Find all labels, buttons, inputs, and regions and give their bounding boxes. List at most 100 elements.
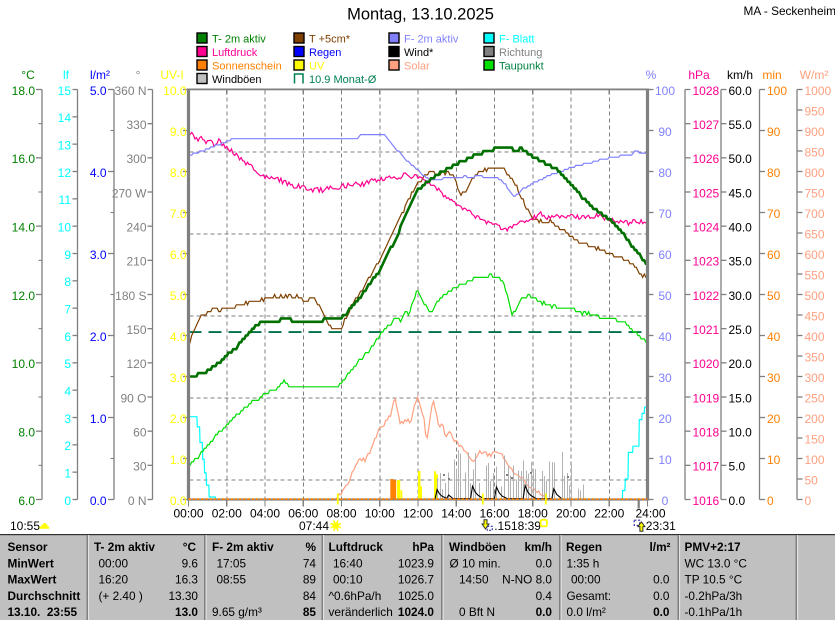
svg-text:10.0: 10.0: [12, 357, 36, 371]
svg-text:30: 30: [658, 371, 672, 385]
svg-text:500: 500: [805, 289, 825, 303]
svg-text:18.0: 18.0: [12, 84, 36, 98]
svg-text:08:00: 08:00: [326, 507, 356, 521]
svg-text:50: 50: [658, 289, 672, 303]
svg-text:%: %: [646, 68, 657, 82]
svg-text:700: 700: [805, 207, 825, 221]
svg-text:Sonnenschein: Sonnenschein: [212, 61, 282, 73]
svg-text:0 Bft N: 0 Bft N: [459, 605, 495, 619]
svg-text:1022: 1022: [693, 289, 720, 303]
svg-text:15.0: 15.0: [729, 391, 753, 405]
svg-text:30: 30: [133, 460, 147, 474]
svg-text:Ø 10 min.: Ø 10 min.: [450, 556, 501, 570]
svg-text:4.0: 4.0: [90, 166, 107, 180]
svg-text:1024.0: 1024.0: [398, 605, 435, 619]
svg-text:45.0: 45.0: [729, 186, 753, 200]
svg-text:1023: 1023: [693, 255, 720, 269]
svg-text:9.6: 9.6: [182, 556, 199, 570]
svg-text:30: 30: [767, 371, 781, 385]
svg-text:850: 850: [805, 145, 825, 159]
svg-text:12.0: 12.0: [12, 289, 36, 303]
svg-text:35.0: 35.0: [729, 255, 753, 269]
svg-text:lf: lf: [63, 68, 70, 82]
svg-text:Windböen: Windböen: [212, 74, 262, 86]
svg-text:16.0: 16.0: [12, 152, 36, 166]
svg-text:Windböen: Windböen: [449, 540, 506, 554]
svg-text:0.0 l/m²: 0.0 l/m²: [567, 605, 606, 619]
svg-text:5.0: 5.0: [90, 84, 107, 98]
svg-text:F- Blatt: F- Blatt: [499, 34, 534, 46]
svg-text:-0.1hPa/1h: -0.1hPa/1h: [685, 605, 743, 619]
svg-text:1025: 1025: [693, 186, 720, 200]
svg-text:13: 13: [58, 138, 72, 152]
svg-text:0.0: 0.0: [653, 573, 670, 587]
svg-text:l/m²: l/m²: [650, 540, 671, 554]
svg-text:N-NO 8.0: N-NO 8.0: [502, 573, 552, 587]
svg-text:0: 0: [64, 494, 71, 508]
svg-text:Luftdruck: Luftdruck: [212, 47, 258, 59]
svg-text:08:55: 08:55: [217, 573, 247, 587]
svg-text:0.0: 0.0: [90, 494, 107, 508]
svg-text:1023.9: 1023.9: [398, 556, 434, 570]
svg-text:km/h: km/h: [727, 68, 753, 82]
svg-text:07:44: 07:44: [299, 519, 329, 533]
svg-text:600: 600: [805, 248, 825, 262]
svg-text:40: 40: [658, 330, 672, 344]
svg-text:80: 80: [658, 166, 672, 180]
svg-text:MaxWert: MaxWert: [8, 573, 57, 587]
svg-text:Durchschnitt: Durchschnitt: [8, 589, 81, 603]
svg-text:hPa: hPa: [412, 540, 434, 554]
svg-text:14.0: 14.0: [12, 220, 36, 234]
svg-text:TP 10.5 °C: TP 10.5 °C: [685, 573, 743, 587]
svg-text:T- 2m aktiv: T- 2m aktiv: [94, 540, 155, 554]
svg-text:^0.6hPa/h: ^0.6hPa/h: [329, 589, 382, 603]
svg-text:89: 89: [303, 573, 316, 587]
svg-text:00:00: 00:00: [99, 556, 129, 570]
svg-text:150: 150: [805, 432, 825, 446]
svg-text:9.65 g/m³: 9.65 g/m³: [212, 605, 262, 619]
svg-text:1026: 1026: [693, 152, 720, 166]
svg-text:18:39: 18:39: [511, 519, 541, 533]
svg-text:3.0: 3.0: [90, 248, 107, 262]
svg-text:%: %: [306, 540, 317, 554]
svg-text:Regen: Regen: [566, 540, 602, 554]
svg-text:0.0: 0.0: [729, 494, 746, 508]
svg-text:90: 90: [658, 125, 672, 139]
svg-text:330: 330: [126, 118, 146, 132]
svg-text:Gesamt:: Gesamt:: [567, 589, 612, 603]
svg-text:0.4: 0.4: [536, 589, 553, 603]
svg-text:250: 250: [805, 391, 825, 405]
svg-text:hPa: hPa: [688, 68, 710, 82]
svg-text:1028: 1028: [693, 84, 720, 98]
svg-text:Montag, 13.10.2025: Montag, 13.10.2025: [347, 6, 494, 24]
svg-text:60: 60: [133, 425, 147, 439]
svg-text:90 O: 90 O: [120, 391, 146, 405]
svg-text:veränderlich: veränderlich: [329, 605, 393, 619]
svg-text:1: 1: [64, 466, 71, 480]
svg-text:1017: 1017: [693, 460, 720, 474]
svg-text:12: 12: [58, 166, 72, 180]
svg-text:1016: 1016: [693, 494, 720, 508]
svg-text:F- 2m aktiv: F- 2m aktiv: [212, 540, 274, 554]
svg-text:1.0: 1.0: [90, 412, 107, 426]
svg-text:1027: 1027: [693, 118, 720, 132]
svg-text:0.0: 0.0: [536, 605, 553, 619]
svg-text:14:50: 14:50: [459, 573, 489, 587]
svg-text:25.0: 25.0: [729, 323, 753, 337]
svg-text:km/h: km/h: [524, 540, 552, 554]
svg-text:0.0: 0.0: [653, 589, 670, 603]
svg-text:200: 200: [805, 412, 825, 426]
svg-text:T +5cm*: T +5cm*: [309, 34, 351, 46]
svg-text:950: 950: [805, 104, 825, 118]
svg-text:5: 5: [64, 357, 71, 371]
svg-text:9.0: 9.0: [170, 125, 187, 139]
svg-text:1025.0: 1025.0: [398, 589, 435, 603]
svg-text:10.0: 10.0: [163, 84, 187, 98]
svg-text:80: 80: [767, 166, 781, 180]
svg-text:30.0: 30.0: [729, 289, 753, 303]
svg-text:2.0: 2.0: [90, 330, 107, 344]
svg-text:Regen: Regen: [309, 47, 341, 59]
svg-text:70: 70: [767, 207, 781, 221]
svg-text:90: 90: [767, 125, 781, 139]
svg-text:.15: .15: [494, 519, 511, 533]
